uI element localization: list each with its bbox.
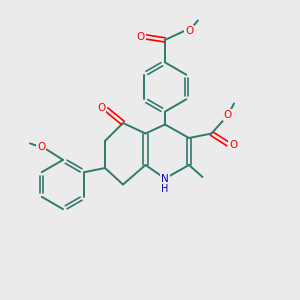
Text: O: O bbox=[229, 140, 238, 151]
Text: O: O bbox=[224, 110, 232, 120]
Text: O: O bbox=[37, 142, 46, 152]
Text: H: H bbox=[161, 184, 169, 194]
Text: O: O bbox=[185, 26, 193, 36]
Text: O: O bbox=[137, 32, 145, 42]
Text: O: O bbox=[97, 103, 105, 113]
Text: N: N bbox=[161, 173, 169, 184]
